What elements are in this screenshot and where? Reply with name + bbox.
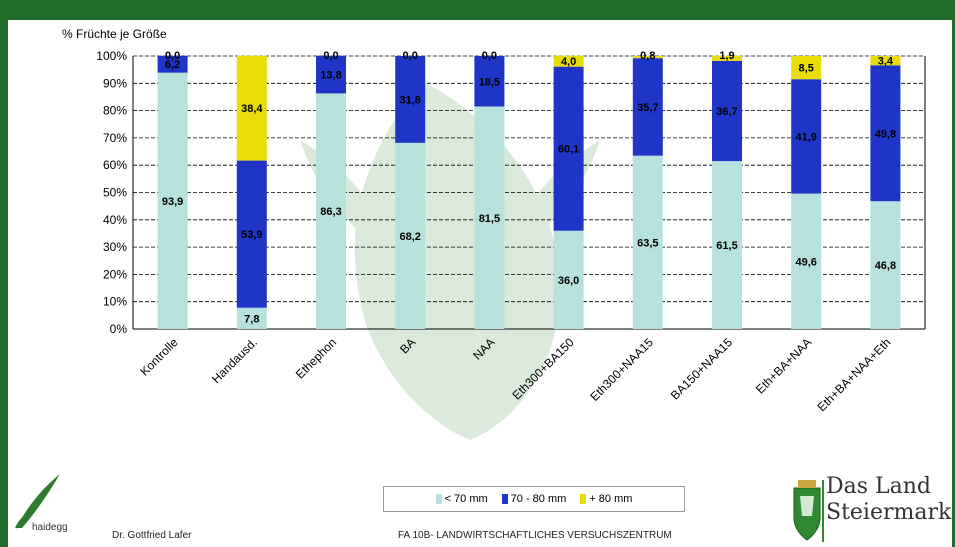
data-label: 60,1 [558,144,579,156]
data-label: 68,2 [399,231,420,243]
data-label: 31,8 [399,94,420,106]
data-label: 7,8 [244,313,259,325]
haidegg-logo-text: haidegg [32,522,68,533]
data-label: 86,3 [320,206,341,218]
data-label: 0,0 [403,50,418,62]
x-tick-label: Ethephon [293,335,339,381]
wordmark-line2: Steiermark [826,500,952,525]
y-tick-label: 100% [96,49,127,63]
data-label: 6,2 [165,59,180,71]
bar-segment [791,56,822,80]
bar-segment [632,56,663,59]
bar-segment [632,155,663,329]
legend-item-lt70: < 70 mm [435,493,488,505]
bar-segment [870,65,901,202]
data-label: 36,7 [716,106,737,118]
data-label: 36,0 [558,275,579,287]
top-frame-bar [0,0,955,20]
data-label: 41,9 [795,131,816,143]
bar-segment [316,93,346,329]
y-tick-label: 60% [103,158,127,172]
author-name: Dr. Gottfried Lafer [112,530,192,541]
bar-segment [157,55,188,73]
x-tick-label: Handausd. [209,335,260,386]
data-label: 38,4 [241,103,263,115]
x-tick-label: BA150+NAA15 [668,335,735,402]
bar-segment [870,201,901,329]
bar-segment [553,230,584,329]
bar-segment [791,193,822,329]
steiermark-crest [793,480,824,542]
chart-title: % Früchte je Größe [62,27,167,41]
data-label: 3,4 [878,56,894,68]
legend-swatch-lt70 [435,494,442,504]
data-label: 49,8 [875,128,896,140]
y-tick-label: 50% [103,186,127,200]
bar-segment [553,66,584,231]
bar-segment [316,55,346,94]
y-axis: 0% 10% 20% 30% 40% 50% 60% 70% 80% 90% 100% [96,49,127,336]
data-label: 81,5 [479,213,500,225]
x-tick-label: Eth+BA+NAA+Eth [815,335,894,414]
y-tick-label: 70% [103,131,127,145]
legend-item-70-80: 70 - 80 mm [501,493,567,505]
bar-segment [395,56,426,143]
data-label: 18,5 [479,76,500,88]
bar-segment [236,55,267,161]
data-label: 0,0 [165,50,180,62]
data-label: 1,9 [719,50,734,62]
legend-label-70-80: 70 - 80 mm [510,493,567,505]
data-label: 93,9 [162,196,183,208]
data-label: 0,0 [323,50,338,62]
bar-segment [712,60,742,162]
data-label: 4,0 [561,56,576,68]
bar-segment [236,160,267,308]
y-tick-label: 20% [103,267,127,281]
x-tick-label: Eth300+NAA15 [587,335,656,404]
bar-segment [474,56,505,107]
right-frame-bar [952,20,955,547]
data-label: 61,5 [716,240,737,252]
y-tick-label: 40% [103,213,127,227]
left-frame-bar [0,20,8,547]
y-tick-label: 10% [103,295,127,309]
bar-segment [632,58,663,156]
legend-label-lt70: < 70 mm [444,493,488,505]
data-label: 13,8 [320,70,341,82]
bar-segment [870,56,901,66]
bar-segment [395,142,426,329]
haidegg-logo: haidegg [15,474,68,533]
bar-segment [791,79,822,194]
bar-segment [236,307,267,329]
bar-segment [712,55,742,61]
data-label: 46,8 [875,260,896,272]
legend-swatch-70-80 [501,494,508,504]
data-label: 8,5 [799,63,814,75]
data-label: 35,7 [637,102,658,114]
legend: < 70 mm 70 - 80 mm + 80 mm [383,486,685,512]
legend-item-gt80: + 80 mm [580,493,632,505]
y-tick-label: 0% [110,322,128,336]
legend-label-gt80: + 80 mm [589,493,633,505]
institution-name: FA 10B- LANDWIRTSCHAFTLICHES VERSUCHSZEN… [398,530,672,541]
wordmark-line1: Das Land [826,474,932,499]
data-label: 49,6 [795,256,816,268]
steiermark-wordmark: Das Land Steiermark [826,474,951,526]
data-label: 0,0 [482,50,497,62]
data-label: 63,5 [637,237,658,249]
data-label: 53,9 [241,229,262,241]
y-tick-label: 90% [103,76,127,90]
bar-segment [712,161,742,329]
data-label: 0,8 [640,50,655,62]
y-tick-label: 80% [103,104,127,118]
legend-swatch-gt80 [580,494,587,504]
x-tick-label: Eth+BA+NAA [753,335,814,396]
bars: 93,96,20,07,853,938,486,313,80,068,231,8… [157,50,901,329]
bar-segment [553,55,584,67]
bar-segment [157,72,188,329]
bar-segment [474,106,505,329]
x-tick-label: Kontrolle [137,335,181,379]
y-tick-label: 30% [103,240,127,254]
